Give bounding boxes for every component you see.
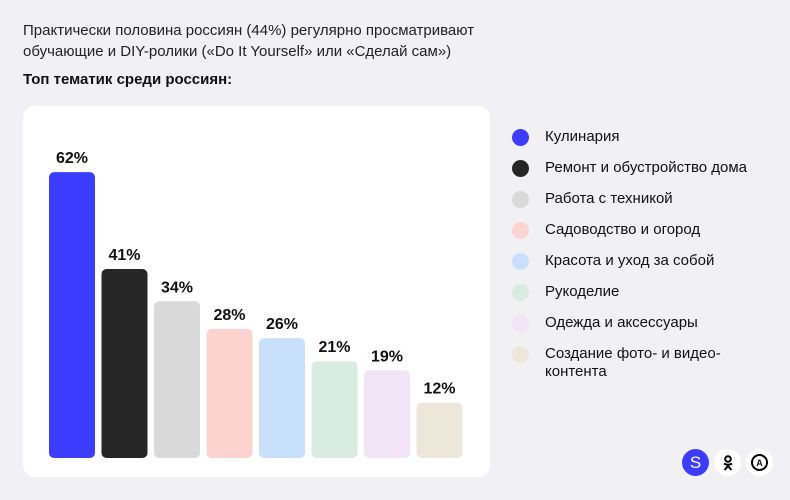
data-label: 62% — [56, 150, 88, 167]
chart-card: 62% 41% 34% 28% 26% 21% 19% 12% — [23, 106, 490, 477]
bar-8 — [416, 402, 463, 458]
a-logo-letter: A — [751, 454, 768, 471]
subtitle: Практически половина россиян (44%) регул… — [23, 20, 543, 62]
bar-chart: 62% 41% 34% 28% 26% 21% 19% 12% — [49, 150, 463, 458]
legend-label: Кулинария — [545, 128, 620, 145]
data-label: 19% — [371, 348, 403, 365]
a-logo-icon: A — [746, 449, 773, 476]
legend-item: Красота и уход за собой — [512, 252, 770, 270]
legend-label: Одежда и аксессуары — [545, 314, 698, 331]
legend-item: Ремонт и обустройство дома — [512, 159, 770, 177]
legend-label: Работа с техникой — [545, 190, 673, 207]
bar-4 — [206, 328, 253, 458]
data-label: 34% — [161, 279, 193, 296]
logos: S A — [682, 449, 773, 476]
legend-item: Одежда и аксессуары — [512, 314, 770, 332]
legend-label: Ремонт и обустройство дома — [545, 159, 748, 176]
subtitle-line-2: обучающие и DIY-ролики («Do It Yourself»… — [23, 43, 452, 60]
legend-swatch — [512, 160, 529, 177]
data-label: 21% — [318, 339, 350, 356]
data-label: 26% — [266, 316, 298, 333]
bar-5 — [259, 338, 305, 458]
legend-swatch — [512, 315, 529, 332]
legend-swatch — [512, 191, 529, 208]
subtitle-line-1: Практически половина россиян (44%) регул… — [23, 22, 475, 39]
bar-6 — [311, 361, 358, 458]
chart-heading: Топ тематик среди россиян: — [23, 71, 233, 88]
legend-swatch — [512, 284, 529, 301]
s-logo: S — [682, 449, 709, 476]
legend-swatch — [512, 222, 529, 239]
legend-swatch — [512, 346, 529, 363]
legend-swatch — [512, 129, 529, 146]
legend-swatch — [512, 253, 529, 270]
legend-item: Кулинария — [512, 128, 770, 146]
data-label: 41% — [108, 247, 140, 264]
legend-item: Работа с техникой — [512, 190, 770, 208]
bar-7 — [364, 370, 410, 458]
legend-item: Садоводство и огород — [512, 221, 770, 239]
legend-label: Садоводство и огород — [545, 221, 701, 238]
bar-2 — [101, 268, 148, 458]
bar-3 — [154, 301, 200, 458]
data-label: 28% — [213, 307, 245, 324]
data-label: 12% — [423, 381, 455, 398]
legend-item: Создание фото- и видео-контента — [512, 345, 745, 381]
legend-label: Красота и уход за собой — [545, 252, 715, 269]
bar-1 — [49, 172, 95, 458]
legend-label: Создание фото- и видео-контента — [545, 345, 721, 380]
legend-item: Рукоделие — [512, 283, 770, 301]
legend-label: Рукоделие — [545, 283, 620, 300]
ok-logo-icon — [714, 449, 741, 476]
